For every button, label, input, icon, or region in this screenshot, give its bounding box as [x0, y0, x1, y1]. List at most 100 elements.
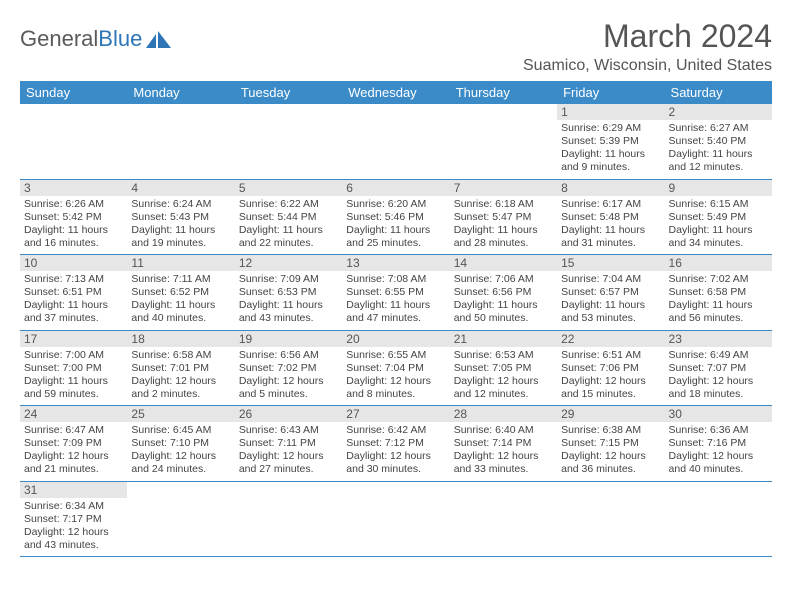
day-number: 16	[665, 255, 772, 271]
logo-text-blue: Blue	[98, 26, 142, 52]
weekday-header: Friday	[557, 81, 664, 104]
day-info: Sunrise: 6:29 AMSunset: 5:39 PMDaylight:…	[561, 122, 660, 175]
day-info: Sunrise: 6:22 AMSunset: 5:44 PMDaylight:…	[239, 198, 338, 251]
calendar-cell-empty	[235, 481, 342, 557]
day-info: Sunrise: 6:40 AMSunset: 7:14 PMDaylight:…	[454, 424, 553, 477]
calendar-row: 1Sunrise: 6:29 AMSunset: 5:39 PMDaylight…	[20, 104, 772, 179]
day-number: 17	[20, 331, 127, 347]
logo: GeneralBlue	[20, 26, 172, 52]
day-number: 18	[127, 331, 234, 347]
day-number: 31	[20, 482, 127, 498]
weekday-header: Thursday	[450, 81, 557, 104]
calendar-cell: 3 Sunrise: 6:26 AMSunset: 5:42 PMDaylight…	[20, 179, 127, 255]
logo-sail-icon	[146, 31, 172, 49]
calendar-cell: 26 Sunrise: 6:43 AMSunset: 7:11 PMDayligh…	[235, 406, 342, 482]
day-info: Sunrise: 6:36 AMSunset: 7:16 PMDaylight:…	[669, 424, 768, 477]
calendar-cell: 10 Sunrise: 7:13 AMSunset: 6:51 PMDayligh…	[20, 255, 127, 331]
day-number: 3	[20, 180, 127, 196]
day-info: Sunrise: 6:42 AMSunset: 7:12 PMDaylight:…	[346, 424, 445, 477]
day-info: Sunrise: 7:04 AMSunset: 6:57 PMDaylight:…	[561, 273, 660, 326]
calendar-cell: 16 Sunrise: 7:02 AMSunset: 6:58 PMDayligh…	[665, 255, 772, 331]
day-info: Sunrise: 6:34 AMSunset: 7:17 PMDaylight:…	[24, 500, 123, 553]
day-info: Sunrise: 6:38 AMSunset: 7:15 PMDaylight:…	[561, 424, 660, 477]
day-number: 8	[557, 180, 664, 196]
title-block: March 2024 Suamico, Wisconsin, United St…	[523, 18, 772, 75]
day-info: Sunrise: 7:02 AMSunset: 6:58 PMDaylight:…	[669, 273, 768, 326]
calendar-table: Sunday Monday Tuesday Wednesday Thursday…	[20, 81, 772, 557]
day-info: Sunrise: 6:53 AMSunset: 7:05 PMDaylight:…	[454, 349, 553, 402]
day-number: 4	[127, 180, 234, 196]
calendar-cell: 11 Sunrise: 7:11 AMSunset: 6:52 PMDayligh…	[127, 255, 234, 331]
day-info: Sunrise: 6:26 AMSunset: 5:42 PMDaylight:…	[24, 198, 123, 251]
weekday-header: Saturday	[665, 81, 772, 104]
day-info: Sunrise: 6:27 AMSunset: 5:40 PMDaylight:…	[669, 122, 768, 175]
calendar-cell: 1Sunrise: 6:29 AMSunset: 5:39 PMDaylight…	[557, 104, 664, 179]
calendar-cell-empty	[235, 104, 342, 179]
day-info: Sunrise: 6:56 AMSunset: 7:02 PMDaylight:…	[239, 349, 338, 402]
calendar-row: 10 Sunrise: 7:13 AMSunset: 6:51 PMDayligh…	[20, 255, 772, 331]
day-number: 23	[665, 331, 772, 347]
day-number: 14	[450, 255, 557, 271]
day-number: 5	[235, 180, 342, 196]
calendar-cell: 25 Sunrise: 6:45 AMSunset: 7:10 PMDayligh…	[127, 406, 234, 482]
day-number: 9	[665, 180, 772, 196]
day-info: Sunrise: 7:06 AMSunset: 6:56 PMDaylight:…	[454, 273, 553, 326]
calendar-cell-empty	[20, 104, 127, 179]
calendar-cell: 6Sunrise: 6:20 AMSunset: 5:46 PMDaylight…	[342, 179, 449, 255]
calendar-cell: 31 Sunrise: 6:34 AMSunset: 7:17 PMDayligh…	[20, 481, 127, 557]
day-info: Sunrise: 6:45 AMSunset: 7:10 PMDaylight:…	[131, 424, 230, 477]
day-number: 7	[450, 180, 557, 196]
day-info: Sunrise: 7:13 AMSunset: 6:51 PMDaylight:…	[24, 273, 123, 326]
day-number: 6	[342, 180, 449, 196]
calendar-cell: 13Sunrise: 7:08 AMSunset: 6:55 PMDayligh…	[342, 255, 449, 331]
day-number: 2	[665, 104, 772, 120]
day-number: 20	[342, 331, 449, 347]
day-info: Sunrise: 7:00 AMSunset: 7:00 PMDaylight:…	[24, 349, 123, 402]
calendar-cell: 28 Sunrise: 6:40 AMSunset: 7:14 PMDayligh…	[450, 406, 557, 482]
day-info: Sunrise: 6:18 AMSunset: 5:47 PMDaylight:…	[454, 198, 553, 251]
calendar-row: 24Sunrise: 6:47 AMSunset: 7:09 PMDayligh…	[20, 406, 772, 482]
calendar-cell: 30Sunrise: 6:36 AMSunset: 7:16 PMDayligh…	[665, 406, 772, 482]
location-label: Suamico, Wisconsin, United States	[523, 57, 772, 75]
calendar-cell-empty	[342, 104, 449, 179]
calendar-cell-empty	[557, 481, 664, 557]
calendar-cell: 17 Sunrise: 7:00 AMSunset: 7:00 PMDayligh…	[20, 330, 127, 406]
calendar-cell: 4 Sunrise: 6:24 AMSunset: 5:43 PMDaylight…	[127, 179, 234, 255]
day-number: 28	[450, 406, 557, 422]
day-number: 11	[127, 255, 234, 271]
day-info: Sunrise: 6:47 AMSunset: 7:09 PMDaylight:…	[24, 424, 123, 477]
header: GeneralBlue March 2024 Suamico, Wisconsi…	[20, 18, 772, 75]
calendar-cell: 5 Sunrise: 6:22 AMSunset: 5:44 PMDaylight…	[235, 179, 342, 255]
calendar-cell: 29 Sunrise: 6:38 AMSunset: 7:15 PMDayligh…	[557, 406, 664, 482]
weekday-header: Sunday	[20, 81, 127, 104]
calendar-cell: 18Sunrise: 6:58 AMSunset: 7:01 PMDayligh…	[127, 330, 234, 406]
day-info: Sunrise: 6:43 AMSunset: 7:11 PMDaylight:…	[239, 424, 338, 477]
calendar-cell: 8 Sunrise: 6:17 AMSunset: 5:48 PMDaylight…	[557, 179, 664, 255]
day-info: Sunrise: 7:09 AMSunset: 6:53 PMDaylight:…	[239, 273, 338, 326]
calendar-cell: 7 Sunrise: 6:18 AMSunset: 5:47 PMDaylight…	[450, 179, 557, 255]
day-number: 25	[127, 406, 234, 422]
calendar-cell: 15Sunrise: 7:04 AMSunset: 6:57 PMDayligh…	[557, 255, 664, 331]
calendar-cell: 21Sunrise: 6:53 AMSunset: 7:05 PMDayligh…	[450, 330, 557, 406]
weekday-header: Monday	[127, 81, 234, 104]
calendar-row: 31 Sunrise: 6:34 AMSunset: 7:17 PMDayligh…	[20, 481, 772, 557]
calendar-cell: 23 Sunrise: 6:49 AMSunset: 7:07 PMDayligh…	[665, 330, 772, 406]
day-number: 29	[557, 406, 664, 422]
calendar-cell-empty	[127, 481, 234, 557]
calendar-cell: 19 Sunrise: 6:56 AMSunset: 7:02 PMDayligh…	[235, 330, 342, 406]
calendar-row: 17 Sunrise: 7:00 AMSunset: 7:00 PMDayligh…	[20, 330, 772, 406]
calendar-cell: 20Sunrise: 6:55 AMSunset: 7:04 PMDayligh…	[342, 330, 449, 406]
calendar-cell-empty	[342, 481, 449, 557]
calendar-cell-empty	[450, 104, 557, 179]
day-info: Sunrise: 6:51 AMSunset: 7:06 PMDaylight:…	[561, 349, 660, 402]
day-info: Sunrise: 6:17 AMSunset: 5:48 PMDaylight:…	[561, 198, 660, 251]
calendar-cell: 27Sunrise: 6:42 AMSunset: 7:12 PMDayligh…	[342, 406, 449, 482]
calendar-cell-empty	[665, 481, 772, 557]
day-info: Sunrise: 7:11 AMSunset: 6:52 PMDaylight:…	[131, 273, 230, 326]
day-info: Sunrise: 6:24 AMSunset: 5:43 PMDaylight:…	[131, 198, 230, 251]
day-number: 10	[20, 255, 127, 271]
day-info: Sunrise: 6:49 AMSunset: 7:07 PMDaylight:…	[669, 349, 768, 402]
day-number: 26	[235, 406, 342, 422]
calendar-row: 3 Sunrise: 6:26 AMSunset: 5:42 PMDaylight…	[20, 179, 772, 255]
day-number: 19	[235, 331, 342, 347]
